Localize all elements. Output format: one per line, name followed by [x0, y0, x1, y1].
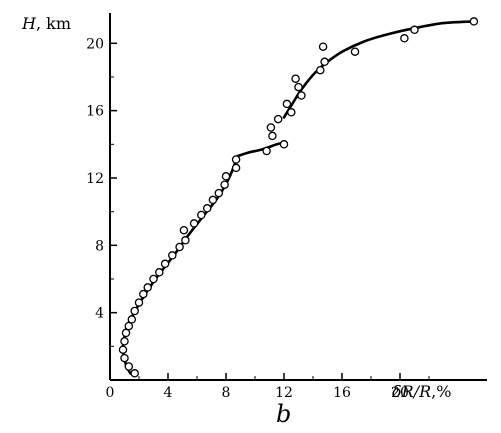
data-point [208, 195, 218, 205]
data-point [149, 274, 158, 284]
axes [109, 13, 487, 381]
data-point [168, 251, 177, 260]
data-point [155, 268, 164, 277]
data-point [120, 353, 129, 363]
fit-curve-segment [282, 20, 476, 119]
data-point [121, 328, 131, 338]
x-tick-label: 0 [106, 385, 115, 401]
panel-label: b [276, 400, 291, 428]
y-tick-label: 20 [86, 36, 104, 52]
data-point [273, 114, 283, 124]
ticks [109, 42, 430, 380]
x-axis-title: δR/R,% [392, 382, 451, 401]
data-points [118, 17, 479, 378]
data-point [287, 108, 296, 117]
data-point [291, 74, 300, 83]
data-point [139, 289, 148, 299]
data-point [320, 57, 329, 67]
data-point [410, 25, 419, 35]
data-point [279, 140, 289, 149]
data-point [400, 34, 409, 43]
data-point [124, 362, 134, 371]
data-point [294, 82, 303, 92]
data-point [262, 146, 271, 156]
data-point [221, 172, 231, 181]
data-point [202, 204, 212, 213]
data-point [318, 42, 328, 51]
fit-curve [121, 20, 476, 375]
fit-curve-segment [236, 141, 286, 158]
x-tick-label: 8 [222, 385, 231, 401]
data-point [297, 91, 306, 100]
y-axis-title: H, km [21, 14, 71, 33]
x-tick-label: 16 [333, 385, 351, 401]
data-point [134, 298, 144, 307]
data-point [231, 155, 241, 164]
data-point [130, 369, 139, 378]
data-point [143, 283, 152, 292]
data-point [350, 47, 360, 56]
data-point [124, 321, 134, 331]
y-tick-label: 16 [86, 104, 104, 120]
data-point [120, 337, 129, 346]
data-point [197, 210, 206, 220]
data-point [282, 99, 292, 109]
data-point [179, 225, 189, 235]
data-point [118, 345, 128, 354]
data-point [181, 236, 190, 245]
data-point [130, 306, 139, 316]
x-tick-label: 20 [391, 385, 409, 401]
data-point [220, 180, 229, 189]
y-tick-label: 4 [95, 306, 104, 322]
data-point [189, 219, 199, 228]
data-point [214, 188, 224, 198]
data-point [469, 17, 479, 26]
y-tick-label: 8 [95, 238, 104, 254]
data-point [316, 65, 325, 75]
x-tick-label: 4 [164, 385, 173, 401]
data-point [175, 242, 184, 252]
data-point [160, 259, 170, 269]
data-point [268, 131, 277, 141]
x-tick-label: 12 [275, 385, 293, 401]
tick-labels: 0 4 8 12 16 20 4 8 12 16 20 [86, 36, 409, 401]
data-point [231, 163, 241, 173]
y-tick-label: 12 [86, 171, 104, 187]
data-point [127, 315, 137, 324]
data-point [266, 123, 276, 132]
fit-curve-segment [121, 154, 239, 375]
